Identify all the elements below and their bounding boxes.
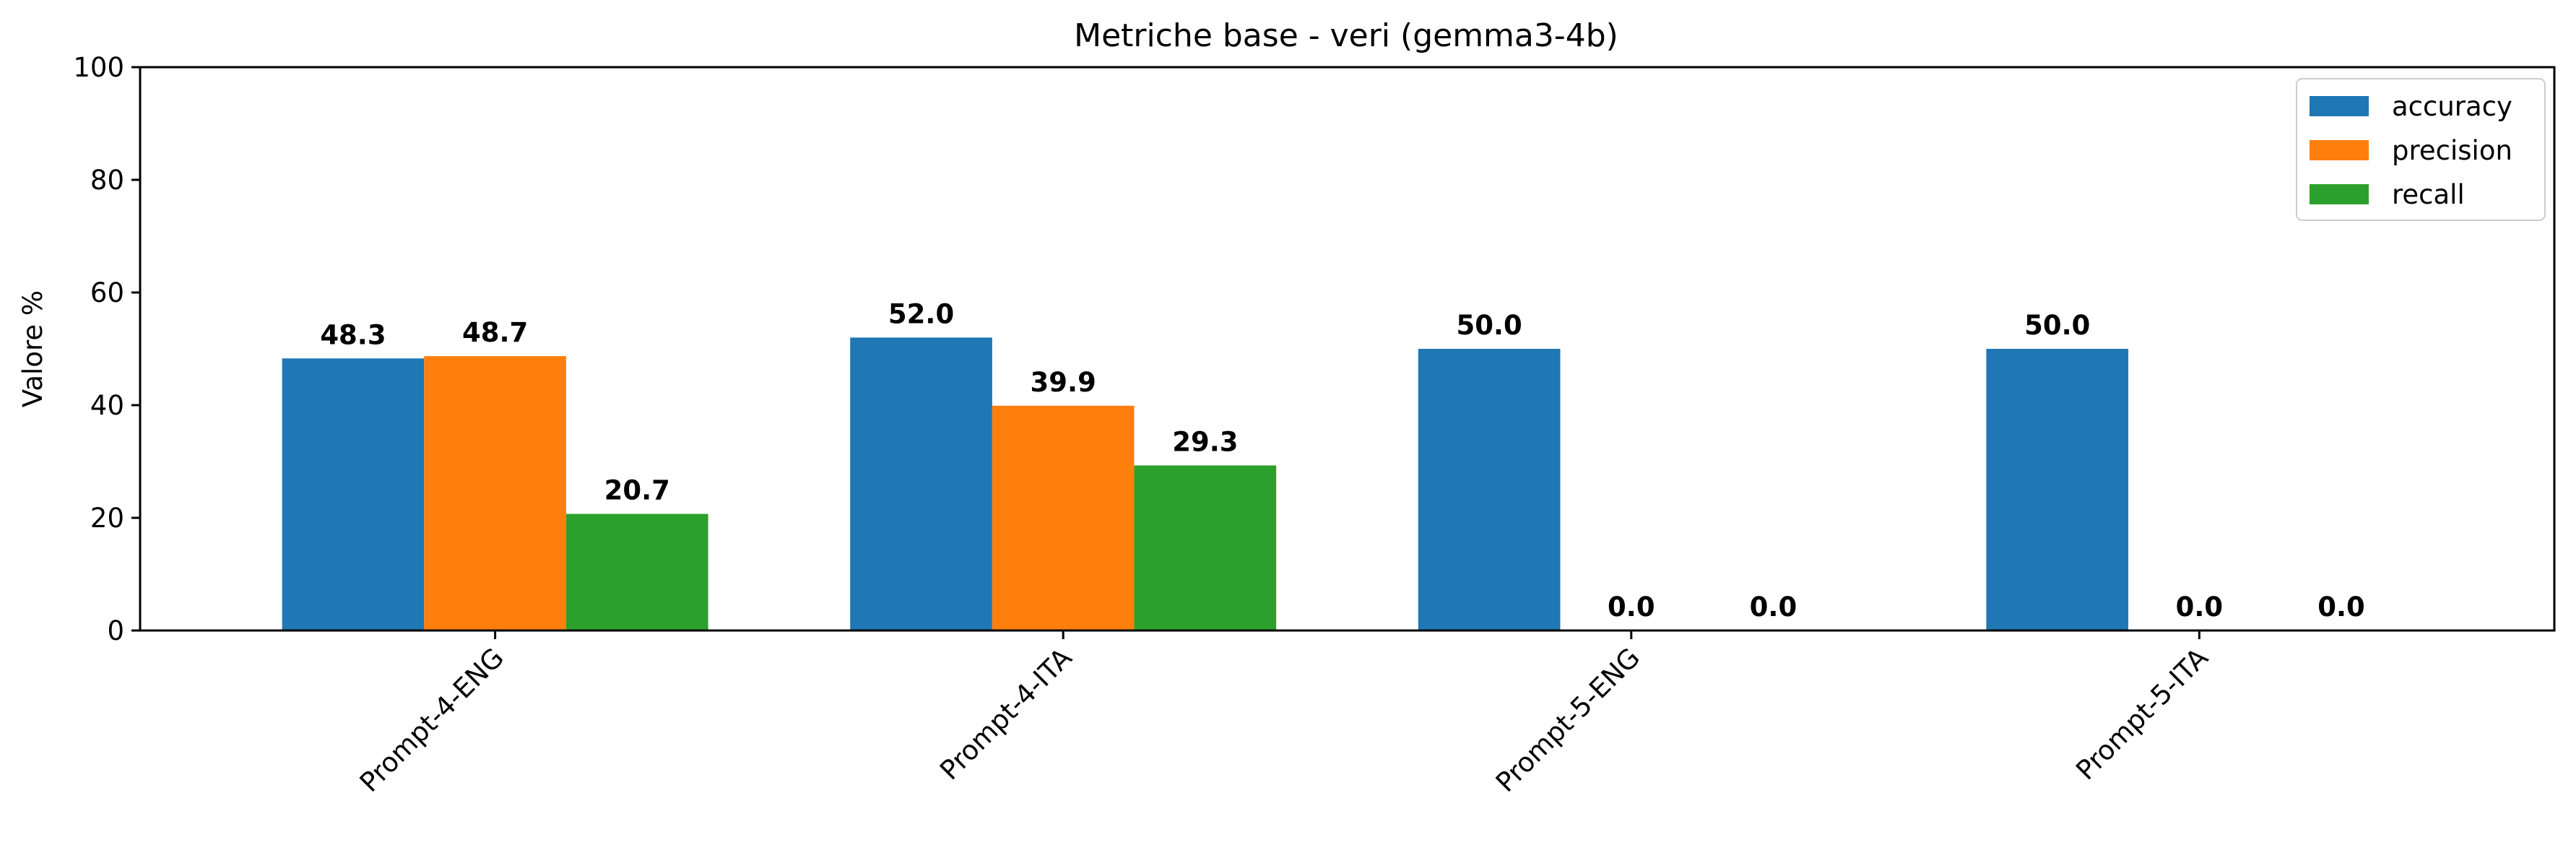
bar-precision: [424, 356, 566, 630]
x-tick-label: Prompt-4-ENG: [354, 642, 510, 798]
x-axis: Prompt-4-ENG Prompt-4-ITA Prompt-5-ENG Prom…: [354, 630, 2214, 798]
x-tick-label: Prompt-5-ITA: [2070, 642, 2213, 786]
y-tick-label: 80: [90, 165, 124, 196]
data-label: 48.7: [462, 317, 528, 348]
x-tick-label: Prompt-4-ITA: [934, 642, 1077, 786]
data-label: 50.0: [2024, 310, 2090, 341]
y-tick-label: 100: [73, 52, 124, 83]
legend: accuracy precision recall: [2296, 78, 2546, 221]
data-label: 0.0: [2317, 592, 2365, 623]
data-label: 0.0: [1750, 592, 1797, 623]
y-tick-label: 0: [107, 615, 124, 646]
bar-precision: [992, 405, 1135, 630]
data-label: 52.0: [888, 298, 954, 329]
y-tick-label: 40: [90, 390, 124, 421]
legend-label-precision: precision: [2392, 135, 2512, 166]
legend-swatch-precision: [2310, 140, 2369, 160]
bar-recall: [1134, 465, 1277, 630]
y-axis: 0 20 40 60 80 100: [73, 52, 140, 646]
data-label: 0.0: [1608, 592, 1655, 623]
y-tick-label: 60: [90, 277, 124, 308]
data-label: 39.9: [1031, 367, 1096, 398]
plot-frame: [139, 66, 2556, 632]
legend-label-accuracy: accuracy: [2392, 91, 2512, 122]
y-tick-label: 20: [90, 503, 124, 534]
data-label: 50.0: [1456, 310, 1522, 341]
y-axis-label: Valore %: [17, 290, 48, 407]
data-label: 0.0: [2176, 592, 2224, 623]
x-tick-label: Prompt-5-ENG: [1490, 642, 1646, 798]
bar-accuracy: [1986, 349, 2129, 630]
data-label: 48.3: [320, 319, 386, 350]
bars-layer: [282, 337, 2129, 630]
legend-label-recall: recall: [2392, 179, 2465, 210]
value-labels-layer: 48.3 52.0 50.0 50.0 48.7 39.9 0.0 0.0 20.7 29.3 0.…: [320, 298, 2364, 623]
bar-recall: [565, 514, 708, 630]
data-label: 29.3: [1172, 426, 1238, 457]
data-label: 20.7: [604, 475, 670, 506]
bar-accuracy: [850, 337, 992, 630]
legend-swatch-recall: [2310, 184, 2369, 204]
legend-swatch-accuracy: [2310, 96, 2369, 116]
bar-accuracy: [1418, 349, 1561, 630]
bar-accuracy: [282, 358, 425, 630]
chart-title: Metriche base - veri (gemma3-4b): [1074, 17, 1618, 54]
